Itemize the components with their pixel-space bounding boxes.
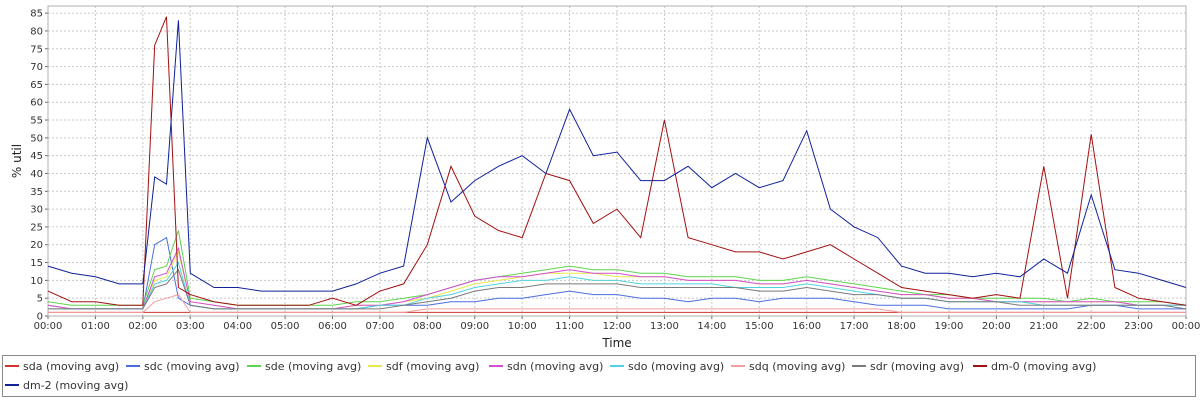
- legend-item: dm-2 (moving avg): [5, 376, 128, 394]
- x-tick-label: 05:00: [271, 321, 300, 332]
- x-tick-label: 06:00: [318, 321, 347, 332]
- x-tick-label: 01:00: [81, 321, 110, 332]
- x-tick-label: 13:00: [650, 321, 679, 332]
- line-chart: 0 5 10 15 20 25 30 35 40 45 50 55 60 65 70 75 80 85 00:00 0…: [10, 5, 1200, 350]
- x-tick-label: 09:00: [460, 321, 489, 332]
- y-tick-label: 35: [30, 187, 43, 198]
- y-tick-label: 60: [30, 98, 43, 109]
- legend-label: sdr (moving avg): [870, 359, 965, 373]
- x-tick-label: 19:00: [935, 321, 964, 332]
- series-line-6: [48, 294, 1186, 313]
- y-tick-label: 15: [30, 258, 43, 269]
- x-tick-label: 23:00: [1124, 321, 1153, 332]
- y-tick-label: 10: [30, 276, 43, 287]
- legend-swatch: [247, 365, 261, 367]
- legend: sda (moving avg) sdc (moving avg) sde (mov…: [2, 355, 1196, 397]
- legend-item: sdq (moving avg): [731, 357, 845, 375]
- x-tick-label: 08:00: [413, 321, 442, 332]
- legend-swatch: [368, 365, 382, 367]
- legend-item: sdf (moving avg): [368, 357, 479, 375]
- legend-label: sda (moving avg): [23, 359, 120, 373]
- x-tick-label: 21:00: [1029, 321, 1058, 332]
- plot-border: [47, 5, 1187, 317]
- legend-item: sdo (moving avg): [610, 357, 724, 375]
- x-tick-label: 02:00: [128, 321, 157, 332]
- legend-swatch: [610, 365, 624, 367]
- x-tick-label: 10:00: [508, 321, 537, 332]
- legend-item: sda (moving avg): [5, 357, 119, 375]
- y-tick-label: 75: [30, 44, 43, 55]
- series-line-9: [47, 20, 1187, 292]
- x-tick-label: 07:00: [366, 321, 395, 332]
- y-tick-label: 80: [30, 26, 43, 37]
- y-tick-label: 50: [30, 133, 43, 144]
- x-tick-label: 14:00: [697, 321, 726, 332]
- y-tick-label: 20: [30, 240, 43, 251]
- x-tick-label: 20:00: [982, 321, 1011, 332]
- legend-label: sdq (moving avg): [749, 359, 846, 373]
- x-tick-label: 03:00: [176, 321, 205, 332]
- legend-item: sdn (moving avg): [489, 357, 603, 375]
- legend-swatch: [489, 365, 503, 367]
- legend-label: sdn (moving avg): [507, 359, 604, 373]
- y-tick-label: 45: [30, 151, 43, 162]
- legend-label: dm-0 (moving avg): [991, 359, 1097, 373]
- series-line-7: [48, 268, 1187, 310]
- y-tick-label: 85: [30, 9, 43, 20]
- legend-swatch: [5, 365, 19, 367]
- y-tick-label: 5: [37, 294, 43, 305]
- legend-label: dm-2 (moving avg): [23, 378, 129, 392]
- x-tick-label: 00:00: [34, 321, 63, 332]
- y-tick-label: 25: [30, 222, 43, 233]
- legend-label: sdc (moving avg): [144, 359, 240, 373]
- x-axis-title: Time: [601, 336, 631, 350]
- y-tick-label: 70: [30, 62, 43, 73]
- series-line-4: [47, 246, 1186, 310]
- y-tick-label: 65: [30, 80, 43, 91]
- x-tick-label: 18:00: [887, 321, 916, 332]
- x-tick-label: 04:00: [223, 321, 252, 332]
- x-tick-label: 15:00: [745, 321, 774, 332]
- y-tick-label: 30: [30, 205, 43, 216]
- x-tick-label: 12:00: [603, 321, 632, 332]
- x-tick-label: 17:00: [840, 321, 869, 332]
- legend-item: sde (moving avg): [247, 357, 361, 375]
- legend-swatch: [731, 365, 745, 367]
- legend-label: sde (moving avg): [265, 359, 362, 373]
- legend-item: sdr (moving avg): [852, 357, 964, 375]
- legend-item: dm-0 (moving avg): [973, 357, 1096, 375]
- legend-label: sdf (moving avg): [386, 359, 480, 373]
- x-tick-label: 22:00: [1077, 321, 1106, 332]
- x-tick-label: 16:00: [792, 321, 821, 332]
- y-tick-label: 55: [30, 116, 43, 127]
- legend-item: sdc (moving avg): [126, 357, 240, 375]
- legend-swatch: [852, 365, 866, 367]
- x-tick-label: 11:00: [555, 321, 584, 332]
- legend-label: sdo (moving avg): [628, 359, 725, 373]
- series-line-8: [47, 16, 1187, 306]
- legend-swatch: [973, 365, 987, 367]
- y-axis-title: % util: [10, 144, 24, 178]
- x-tick-label: 00:00: [1172, 321, 1200, 332]
- series-line-2: [47, 230, 1187, 306]
- legend-swatch: [126, 365, 140, 367]
- y-tick-label: 0: [37, 312, 43, 323]
- legend-swatch: [5, 384, 19, 386]
- plot-area: [48, 6, 1186, 316]
- y-tick-label: 40: [30, 169, 43, 180]
